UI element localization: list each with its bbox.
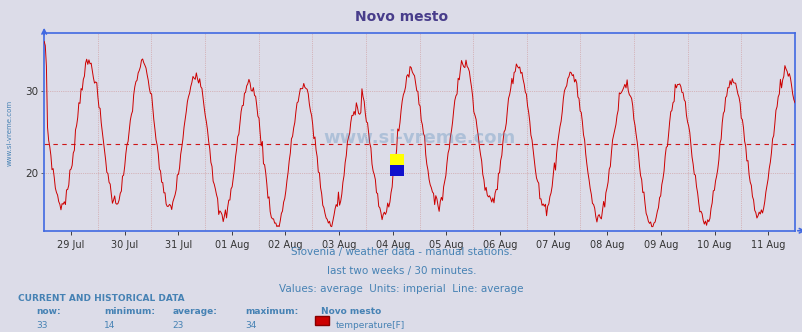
Text: www.si-vreme.com: www.si-vreme.com — [323, 129, 515, 147]
Text: last two weeks / 30 minutes.: last two weeks / 30 minutes. — [326, 266, 476, 276]
Text: Slovenia / weather data - manual stations.: Slovenia / weather data - manual station… — [290, 247, 512, 257]
Text: minimum:: minimum: — [104, 307, 156, 316]
Text: 33: 33 — [36, 321, 47, 330]
Text: Novo mesto: Novo mesto — [321, 307, 381, 316]
Text: 14: 14 — [104, 321, 115, 330]
Text: Values: average  Units: imperial  Line: average: Values: average Units: imperial Line: av… — [279, 284, 523, 294]
Text: now:: now: — [36, 307, 61, 316]
Text: 34: 34 — [245, 321, 256, 330]
Text: Novo mesto: Novo mesto — [354, 10, 448, 24]
Text: 23: 23 — [172, 321, 184, 330]
Text: maximum:: maximum: — [245, 307, 298, 316]
Text: www.si-vreme.com: www.si-vreme.com — [6, 100, 12, 166]
Text: temperature[F]: temperature[F] — [335, 321, 404, 330]
Text: average:: average: — [172, 307, 217, 316]
Text: CURRENT AND HISTORICAL DATA: CURRENT AND HISTORICAL DATA — [18, 294, 184, 303]
